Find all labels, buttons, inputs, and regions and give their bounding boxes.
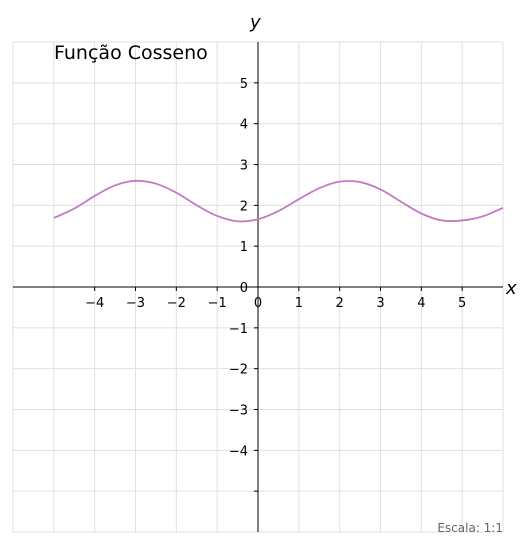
x-tick-label: 0 — [254, 296, 262, 311]
y-tick-label: 3 — [240, 159, 248, 174]
series-layer — [53, 179, 504, 223]
scale-note: Escala: 1:1 — [437, 521, 503, 535]
y-tick-label: −1 — [229, 322, 248, 337]
x-tick-label: 1 — [295, 296, 303, 311]
x-tick-label: −2 — [167, 296, 186, 311]
x-tick-label: −3 — [126, 296, 145, 311]
y-tick-label: 1 — [240, 240, 248, 255]
y-tick-label: −4 — [229, 444, 248, 459]
x-axis-label: x — [505, 278, 517, 299]
x-tick-label: −1 — [208, 296, 227, 311]
x-tick-label: −4 — [85, 296, 104, 311]
y-tick-label: 2 — [240, 199, 248, 214]
chart-title: Função Cosseno — [54, 42, 208, 64]
y-tick-label: 5 — [240, 77, 248, 92]
y-tick-label: −3 — [229, 404, 248, 419]
x-tick-label: 5 — [458, 296, 466, 311]
cosine-series-line — [53, 179, 504, 223]
y-tick-label: 4 — [240, 118, 248, 133]
y-tick-label: −2 — [229, 363, 248, 378]
y-tick-label: 0 — [240, 281, 248, 296]
ticks: −4 −3 −2 −1 0 1 2 3 4 5 −4 −3 −2 −1 1 2 3 4 5 0 — [85, 77, 466, 492]
x-tick-label: 3 — [376, 296, 384, 311]
y-axis-label: y — [249, 12, 261, 33]
x-tick-label: 2 — [336, 296, 344, 311]
x-tick-label: 4 — [417, 296, 425, 311]
